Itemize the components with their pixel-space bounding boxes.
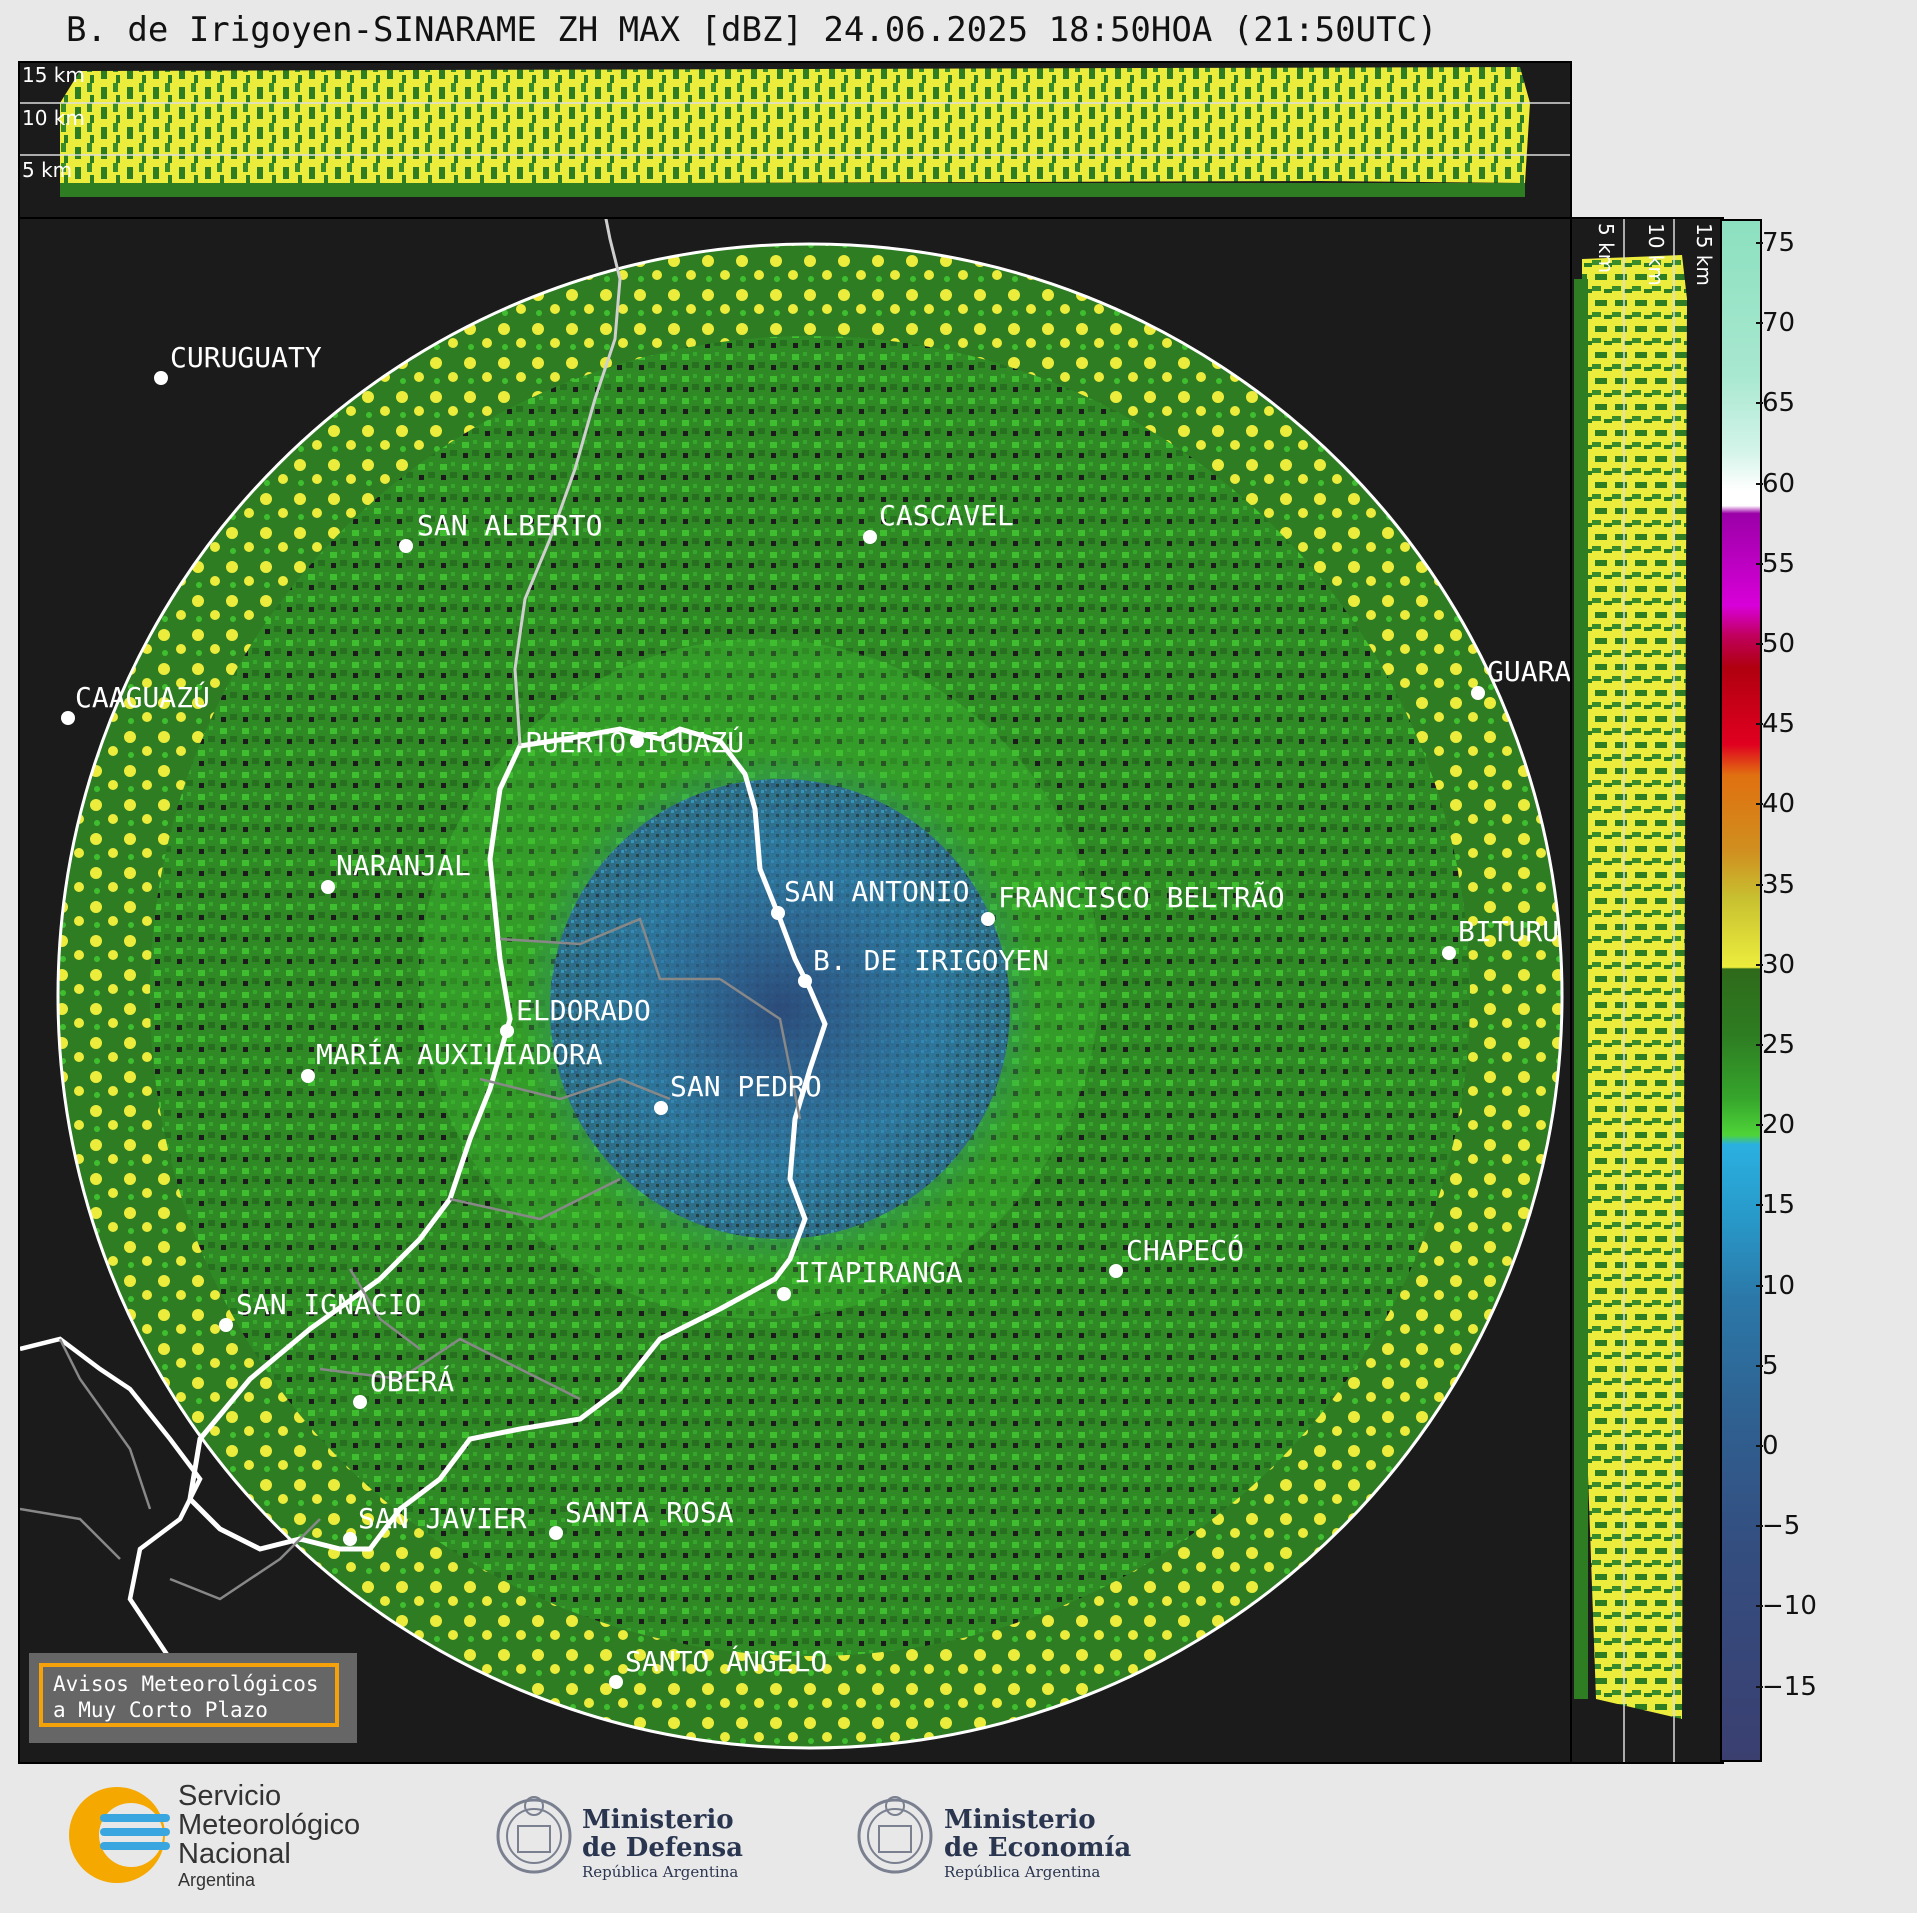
colorbar-tick-label: 60 [1762,468,1796,499]
economia-text-rep: República Argentina [944,1863,1101,1881]
side-height-label-15km: 15 km [1692,223,1716,286]
city-markers [61,371,1485,1689]
city-label-curuguaty: CURUGUATY [170,341,322,374]
footer-logos [0,1762,1917,1909]
side-profile-graphic [1574,219,1687,1762]
economia-seal-icon [857,1796,933,1874]
city-label-bituru: BITURU [1458,915,1560,948]
colorbar-tick-mark [1756,402,1763,405]
colorbar-tick-label: 30 [1762,949,1796,980]
avisos-badge[interactable]: Avisos Meteorológicos a Muy Corto Plazo [29,1653,357,1743]
radar-map[interactable]: CURUGUATY SAN ALBERTO CASCAVEL CAAGUAZÚ … [18,217,1572,1764]
side-height-profile: 5 km 10 km 15 km [1570,217,1724,1764]
colorbar-tick-label: 10 [1762,1270,1796,1301]
colorbar-tick-mark [1756,1605,1763,1608]
colorbar-tick-label: 5 [1762,1350,1779,1381]
colorbar-tick-label: 40 [1762,789,1796,820]
smn-text-line4: Argentina [178,1870,256,1890]
colorbar-tick-mark [1756,1284,1763,1287]
colorbar-tick-mark [1756,1204,1763,1207]
colorbar-tick-label: 25 [1762,1030,1796,1060]
city-label-guara: GUARA [1487,655,1572,688]
city-label-san-pedro: SAN PEDRO [670,1070,822,1103]
city-label-chapeco: CHAPECÓ [1126,1234,1245,1267]
colorbar-tick-mark [1756,883,1763,886]
city-label-francisco-beltrao: FRANCISCO BELTRÃO [998,881,1285,914]
side-height-label-10km: 10 km [1644,223,1668,286]
avisos-badge-frame: Avisos Meteorológicos a Muy Corto Plazo [39,1663,339,1727]
city-label-san-ignacio: SAN IGNACIO [236,1288,422,1321]
smn-text-line3: Nacional [178,1838,291,1870]
city-label-obera: OBERÁ [370,1365,455,1398]
height-label-10km: 10 km [22,106,85,130]
colorbar-tick-mark [1756,1685,1763,1688]
colorbar-tick-mark [1756,562,1763,565]
city-label-san-antonio: SAN ANTONIO [784,875,970,908]
colorbar-tick-label: 70 [1762,308,1796,339]
colorbar-tick-label: −15 [1762,1671,1817,1702]
colorbar-tick-label: −10 [1762,1591,1817,1622]
smn-text-line2: Meteorológico [178,1809,361,1841]
height-label-5km: 5 km [22,158,73,182]
colorbar-tick-label: 15 [1762,1190,1796,1221]
city-label-cascavel: CASCAVEL [879,499,1014,532]
colorbar-tick-label: 45 [1762,709,1796,740]
colorbar-tick-mark [1756,803,1763,806]
colorbar-tick-label: 55 [1762,548,1796,579]
colorbar-tick-mark [1756,482,1763,485]
height-label-15km: 15 km [22,63,85,87]
city-label-santa-rosa: SANTA ROSA [565,1496,734,1529]
city-label-santo-angelo: SANTO ÁNGELO [625,1645,828,1678]
city-label-naranjal: NARANJAL [336,849,471,882]
avisos-line1: Avisos Meteorológicos [53,1672,319,1696]
economia-text-line1: Ministerio [944,1805,1096,1835]
colorbar-tick-mark [1756,1124,1763,1127]
colorbar-tick-mark [1756,1044,1763,1046]
colorbar-tick-label: 35 [1762,869,1796,900]
avisos-line2: a Muy Corto Plazo [53,1698,268,1722]
city-label-eldorado: ELDORADO [516,994,651,1027]
smn-logo-text: Servicio Meteorológico Nacional Argentin… [178,1782,360,1891]
colorbar-tick-mark [1756,723,1763,726]
colorbar-tick-mark [1756,1364,1763,1367]
smn-text-line1: Servicio [178,1780,282,1812]
colorbar-tick-label: 75 [1762,228,1796,258]
colorbar-tick-label: 65 [1762,388,1796,419]
defensa-text-line1: Ministerio [582,1805,734,1835]
colorbar-tick-label: 20 [1762,1110,1796,1141]
smn-logo-icon [69,1787,170,1883]
side-height-label-5km: 5 km [1594,223,1618,274]
city-label-san-javier: SAN JAVIER [358,1502,527,1535]
defensa-seal-icon [496,1796,572,1874]
colorbar-tick-label: 0 [1762,1431,1779,1461]
top-height-profile: 15 km 10 km 5 km [18,61,1572,219]
economia-text-line2: de Economía [944,1833,1132,1863]
colorbar-tick-label: −5 [1762,1511,1801,1542]
map-title: B. de Irigoyen-SINARAME ZH MAX [dBZ] 24.… [66,10,1438,50]
top-profile-graphic [20,67,1570,197]
city-label-caaguazu: CAAGUAZÚ [75,681,210,714]
colorbar-tick-mark [1756,643,1763,645]
city-label-b-de-irigoyen: B. DE IRIGOYEN [813,944,1050,977]
colorbar [1720,219,1762,1762]
city-label-itapiranga: ITAPIRANGA [794,1256,963,1289]
colorbar-tick-mark [1756,1525,1763,1528]
colorbar-tick-mark [1756,322,1763,325]
colorbar-tick-label: 50 [1762,629,1796,659]
radar-map-graphic [20,219,1564,1750]
city-label-maria-auxiliadora: MARÍA AUXILIADORA [316,1038,603,1071]
defensa-text-rep: República Argentina [582,1863,739,1881]
economia-logo-text: Ministerio de Economía República Argenti… [944,1806,1131,1882]
defensa-text-line2: de Defensa [582,1833,743,1863]
defensa-logo-text: Ministerio de Defensa República Argentin… [582,1806,743,1882]
colorbar-tick-mark [1756,963,1763,966]
colorbar-tick-mark [1756,242,1763,244]
city-label-san-alberto: SAN ALBERTO [417,509,603,542]
city-label-puerto-iguazu: PUERTO IGUAZÚ [525,726,745,759]
colorbar-tick-mark [1756,1445,1763,1447]
